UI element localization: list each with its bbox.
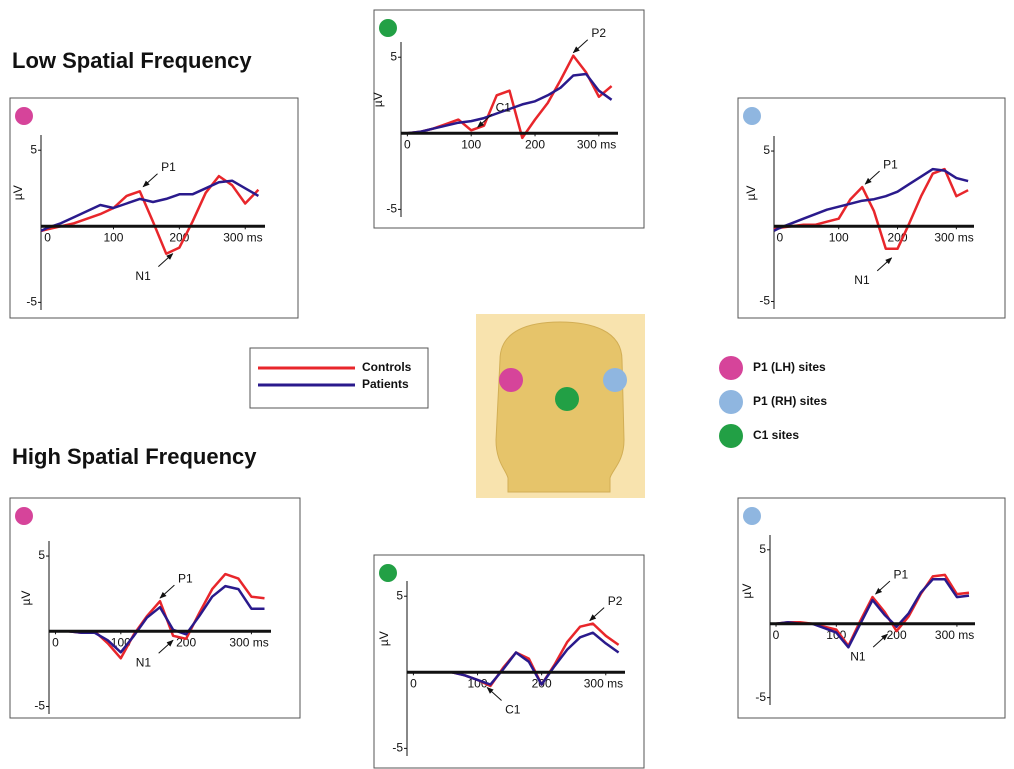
x-tick-label: 0 [410,676,417,690]
annotation-label: C1 [496,100,512,114]
panel-box [10,98,298,318]
y-tick-label: -5 [34,699,45,713]
y-axis-label: µV [377,631,391,646]
x-tick-label: 0 [777,230,784,244]
annotation-label: N1 [850,649,866,663]
annotation-label: P1 [894,567,909,581]
x-tick-label: 300 ms [223,230,262,244]
panel-box [374,10,644,228]
heading: Low Spatial Frequency [12,48,252,73]
annotation-label: N1 [854,273,870,287]
x-tick-label: 200 [525,137,545,151]
legend-label: Patients [362,377,409,391]
site-marker [379,19,397,37]
annotation-label: N1 [136,655,152,669]
y-tick-label: 5 [396,588,403,602]
electrode-site [555,387,579,411]
y-tick-label: 5 [763,143,770,157]
site-swatch [719,390,743,414]
y-axis-label: µV [744,186,758,201]
annotation-label: P2 [608,594,623,608]
x-tick-label: 100 [829,230,849,244]
x-tick-label: 0 [44,230,51,244]
site-marker [743,107,761,125]
y-tick-label: -5 [26,295,37,309]
x-tick-label: 100 [103,230,123,244]
annotation-label: N1 [135,269,151,283]
y-axis-label: µV [11,185,25,200]
y-tick-label: 5 [759,542,766,556]
y-axis-label: µV [371,92,385,107]
panel-box [738,498,1005,718]
site-label: P1 (LH) sites [753,360,826,374]
y-tick-label: 5 [38,548,45,562]
annotation-label: P1 [178,571,193,585]
electrode-site [603,368,627,392]
x-tick-label: 0 [52,635,59,649]
electrode-site [499,368,523,392]
x-tick-label: 300 ms [584,676,623,690]
x-tick-label: 300 ms [577,137,616,151]
figure: Low Spatial Frequency High Spatial Frequ… [0,0,1014,769]
site-label: C1 sites [753,428,799,442]
x-tick-label: 0 [404,137,411,151]
y-axis-label: µV [740,584,754,599]
y-tick-label: -5 [755,690,766,704]
site-marker [15,107,33,125]
x-tick-label: 300 ms [229,635,268,649]
x-tick-label: 100 [461,137,481,151]
y-tick-label: -5 [392,741,403,755]
annotation-label: C1 [505,703,521,717]
x-tick-label: 0 [773,628,780,642]
x-tick-label: 300 ms [935,628,974,642]
y-axis-label: µV [19,591,33,606]
site-label: P1 (RH) sites [753,394,827,408]
y-tick-label: -5 [759,294,770,308]
site-marker [15,507,33,525]
annotation-label: P1 [161,160,176,174]
x-tick-label: 300 ms [934,230,973,244]
annotation-label: P1 [883,157,898,171]
annotation-label: P2 [591,26,606,40]
site-swatch [719,424,743,448]
page: {"headings": ["Low Spatial Frequency", "… [0,0,1014,769]
y-tick-label: 5 [390,49,397,63]
y-tick-label: 5 [30,142,37,156]
legend-label: Controls [362,360,412,374]
y-tick-label: -5 [386,202,397,216]
site-marker [379,564,397,582]
heading: High Spatial Frequency [12,444,257,469]
site-marker [743,507,761,525]
site-swatch [719,356,743,380]
panel: 5 -5 µV 0 100 200 300 ms C1 P2 [371,10,644,228]
